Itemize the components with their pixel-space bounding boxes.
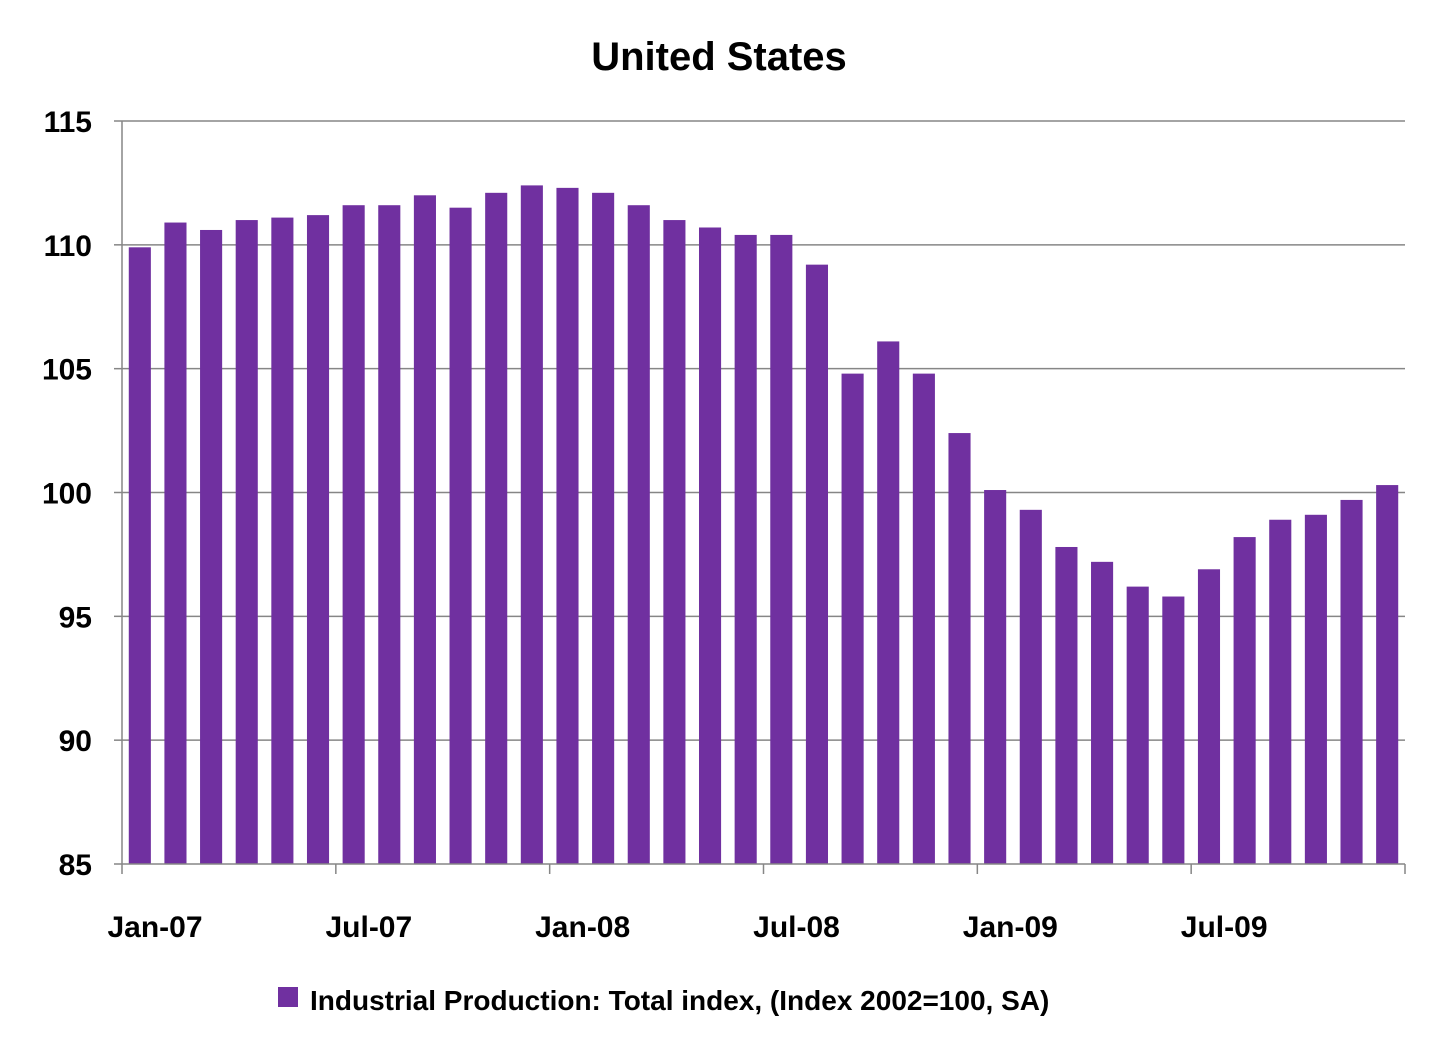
gridlines [122, 120, 1405, 741]
bar-series [128, 185, 1399, 865]
bar [698, 227, 722, 864]
bar [200, 229, 223, 864]
bar [841, 373, 864, 864]
bar [306, 215, 330, 864]
bar [805, 264, 829, 864]
legend-swatch [278, 987, 298, 1007]
bar [877, 341, 900, 864]
bar [592, 192, 615, 864]
bar [1233, 537, 1256, 864]
x-tick-label: Jan-08 [535, 911, 630, 944]
y-tick-label: 90 [59, 725, 92, 758]
bar [1091, 561, 1114, 864]
bar [663, 220, 686, 865]
bar [1269, 519, 1292, 864]
bar [734, 234, 757, 865]
legend-label: Industrial Production: Total index, (Ind… [310, 985, 1049, 1016]
y-tick-label: 85 [59, 849, 92, 882]
x-tick-label: Jul-07 [325, 911, 412, 944]
bar [770, 234, 793, 865]
bar [948, 433, 971, 864]
x-tick-label: Jul-09 [1181, 911, 1268, 944]
bar [912, 373, 935, 864]
bar [1055, 546, 1078, 864]
bar [413, 195, 436, 865]
bar [520, 185, 543, 865]
bar [1304, 514, 1327, 864]
bar [271, 217, 294, 865]
bar [1126, 586, 1149, 864]
y-tick-label: 105 [42, 354, 92, 387]
bar [164, 222, 187, 864]
x-tick-label: Jan-09 [963, 911, 1058, 944]
bar [1019, 509, 1042, 864]
bar [984, 490, 1007, 864]
y-tick-label: 115 [44, 106, 92, 139]
bar [235, 220, 258, 865]
bar [1162, 596, 1185, 864]
chart-title: United States [591, 35, 847, 79]
bar [485, 192, 508, 864]
legend: Industrial Production: Total index, (Ind… [278, 985, 1049, 1016]
bar [378, 205, 401, 864]
y-tick-label: 100 [42, 478, 92, 511]
axes [114, 120, 1406, 874]
x-tick-label: Jul-08 [753, 911, 840, 944]
bar [1197, 569, 1221, 864]
y-axis-tick-labels: 85 90 95 100 105 110 115 [42, 106, 92, 882]
bar [342, 205, 365, 864]
bar [449, 207, 472, 864]
bar [1376, 485, 1399, 864]
x-axis-tick-labels: Jan-07 Jul-07 Jan-08 Jul-08 Jan-09 Jul-09 [107, 911, 1267, 944]
bar [627, 205, 650, 864]
x-tick-label: Jan-07 [107, 911, 202, 944]
y-tick-label: 95 [59, 601, 92, 634]
bar [556, 187, 579, 864]
y-tick-label: 110 [44, 230, 92, 263]
bar [128, 247, 151, 864]
bar [1340, 499, 1363, 864]
